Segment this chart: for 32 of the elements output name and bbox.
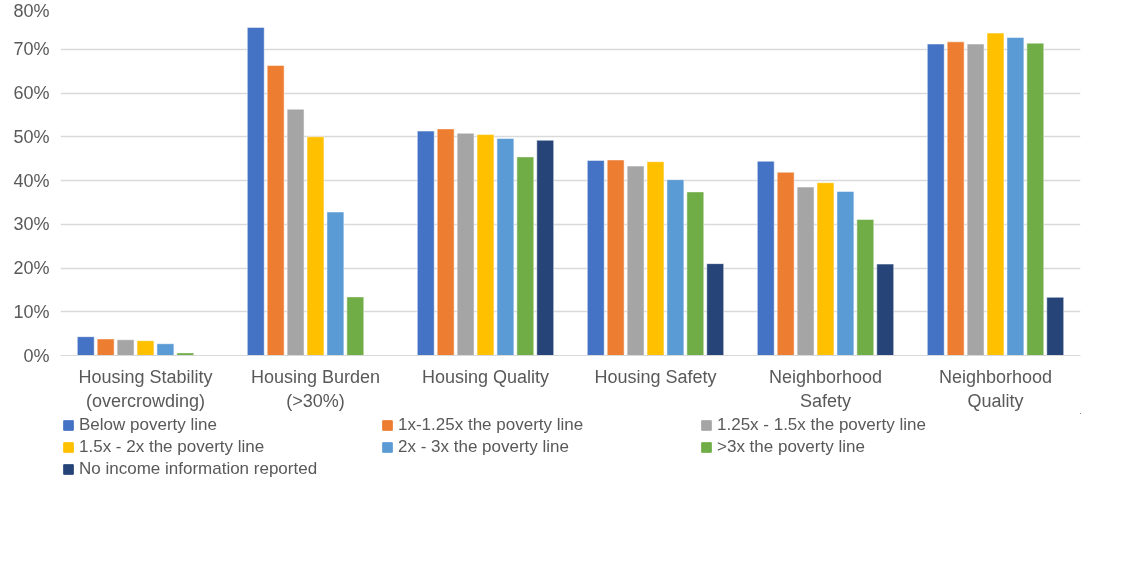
y-tick-label: 70% — [13, 39, 50, 60]
x-tick-label: Housing Burden (>30%) — [250, 366, 381, 411]
legend-label: 2x - 3x the poverty line — [398, 437, 571, 457]
bar — [417, 130, 435, 356]
bar — [77, 336, 95, 356]
bar — [247, 27, 265, 356]
bar — [706, 263, 724, 356]
y-tick-label: 80% — [13, 0, 50, 21]
bar — [1046, 297, 1064, 356]
legend-label: No income information reported — [79, 459, 319, 479]
y-tick-label: 30% — [13, 214, 50, 235]
y-tick-label: 20% — [13, 258, 50, 278]
y-tick-label: 50% — [13, 126, 50, 147]
legend-label: Below poverty line — [79, 415, 218, 435]
y-tick-label: 10% — [13, 301, 50, 322]
y-tick-label: 60% — [13, 83, 50, 103]
x-tick-label: Neighborhood Safety — [768, 366, 883, 411]
y-tick-label: 40% — [13, 170, 50, 191]
bar — [587, 160, 605, 356]
bar — [757, 161, 775, 356]
legend-label: 1.25x - 1.5x the poverty line — [717, 415, 927, 435]
y-tick-label: 0% — [23, 345, 50, 366]
legend-label: >3x the poverty line — [717, 437, 866, 457]
legend-label: 1.5x - 2x the poverty line — [79, 437, 266, 457]
x-tick-label: Housing Quality — [421, 366, 550, 387]
legend-label: 1x-1.25x the poverty line — [398, 415, 585, 435]
x-tick-label: Neighborhood Quality — [938, 366, 1053, 411]
x-tick-label: Housing Stability (overcrowding) — [78, 366, 213, 411]
bar — [876, 263, 894, 356]
bar — [536, 140, 554, 356]
x-tick-label: Housing Safety — [594, 366, 717, 387]
bar — [927, 43, 945, 356]
